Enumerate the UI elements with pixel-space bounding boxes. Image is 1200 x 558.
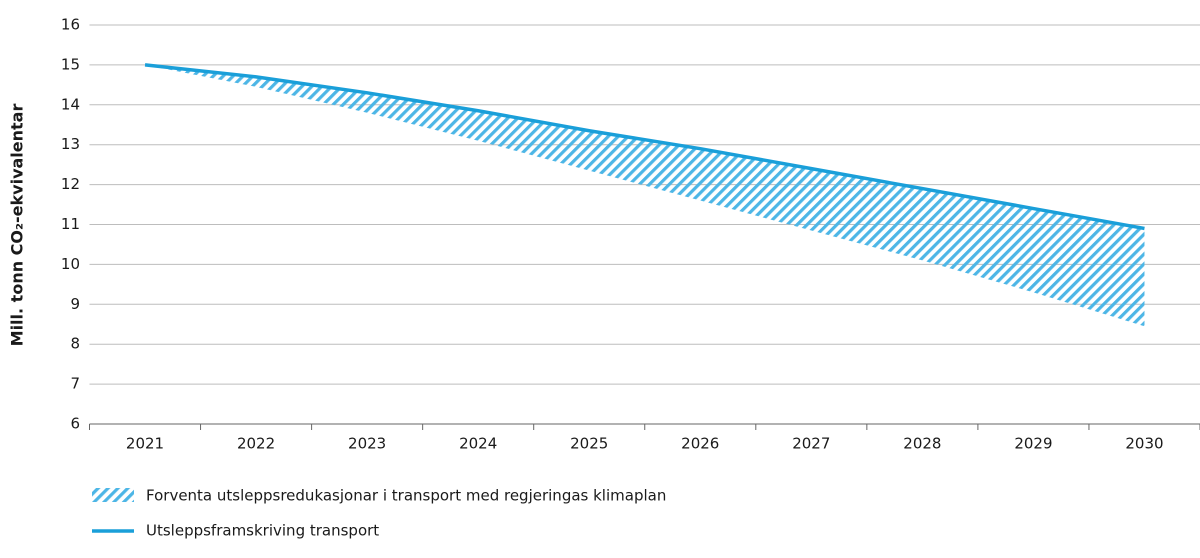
y-tick-label: 8 bbox=[70, 335, 80, 353]
y-tick-label: 7 bbox=[70, 375, 80, 393]
x-tick-label: 2023 bbox=[348, 435, 386, 453]
x-tick-label: 2026 bbox=[681, 435, 719, 453]
y-tick-label: 13 bbox=[61, 135, 80, 153]
y-tick-label: 15 bbox=[61, 55, 80, 73]
y-tick-label: 6 bbox=[70, 415, 80, 433]
legend-label: Utsleppsframskriving transport bbox=[146, 522, 379, 540]
y-tick-label: 10 bbox=[61, 255, 80, 273]
x-tick-label: 2024 bbox=[459, 435, 497, 453]
y-tick-label: 11 bbox=[61, 215, 80, 233]
x-tick-label: 2028 bbox=[903, 435, 941, 453]
x-tick-label: 2027 bbox=[792, 435, 830, 453]
projection-line bbox=[144, 63, 1145, 231]
reduction-band bbox=[145, 64, 1145, 327]
x-tick-label: 2022 bbox=[237, 435, 275, 453]
y-tick-label: 16 bbox=[61, 16, 80, 34]
x-tick-label: 2030 bbox=[1125, 435, 1163, 453]
x-tick-label: 2029 bbox=[1014, 435, 1052, 453]
legend-label: Forventa utsleppsredukasjonar i transpor… bbox=[146, 487, 666, 505]
x-tick-label: 2021 bbox=[126, 435, 164, 453]
y-tick-label: 12 bbox=[61, 175, 80, 193]
x-tick-label: 2025 bbox=[570, 435, 608, 453]
legend-swatch bbox=[92, 488, 134, 502]
y-tick-label: 14 bbox=[61, 95, 80, 113]
y-axis-label: Mill. tonn CO₂-ekvivalentar bbox=[8, 104, 27, 347]
y-tick-label: 9 bbox=[70, 295, 80, 313]
